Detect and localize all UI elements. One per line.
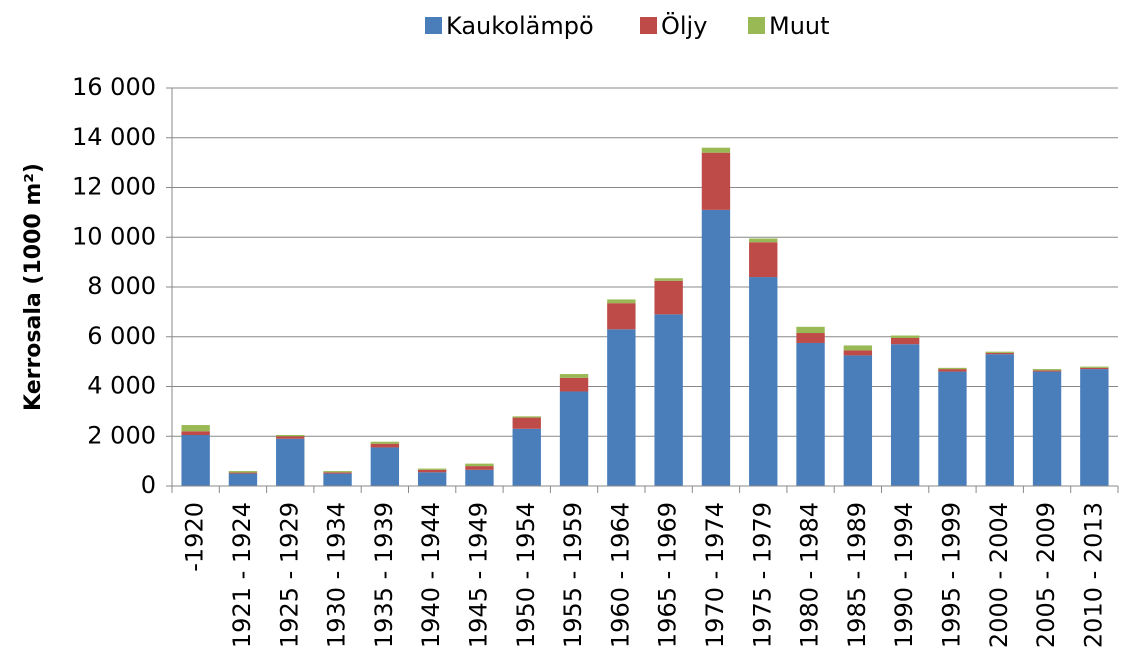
bar-segment bbox=[985, 354, 1014, 486]
x-tick-label: 1960 - 1964 bbox=[606, 502, 634, 648]
bar-segment bbox=[465, 466, 494, 470]
legend-label: Öljy bbox=[661, 11, 707, 40]
x-tick-label: 1985 - 1989 bbox=[843, 502, 871, 648]
bar-segment bbox=[654, 280, 683, 315]
bar-segment bbox=[796, 342, 825, 486]
bar-segment bbox=[607, 299, 636, 304]
x-tick-label: 1975 - 1979 bbox=[748, 502, 776, 648]
bar-segment bbox=[417, 469, 447, 473]
bar-segment bbox=[796, 333, 825, 343]
bar-segment bbox=[843, 355, 873, 486]
x-tick-label: 1955 - 1959 bbox=[559, 502, 587, 648]
bar-segment bbox=[843, 345, 873, 351]
bar-segment bbox=[796, 326, 825, 334]
x-tick-label: 1935 - 1939 bbox=[370, 502, 398, 648]
bar-segment bbox=[323, 473, 352, 486]
bar-segment bbox=[323, 471, 352, 473]
x-tick-label: 2010 - 2013 bbox=[1079, 502, 1107, 648]
bar-segment bbox=[938, 369, 967, 372]
x-tick-label: 2005 - 2009 bbox=[1032, 502, 1060, 648]
x-tick-label: 1980 - 1984 bbox=[796, 502, 824, 648]
bar-segment bbox=[228, 471, 258, 473]
bar-segment bbox=[654, 314, 683, 486]
y-axis-label: Kerrosala (1000 m²) bbox=[21, 163, 46, 411]
bar-segment bbox=[607, 303, 636, 330]
bar-segment bbox=[1032, 369, 1062, 371]
bar-segment bbox=[181, 425, 210, 432]
x-tick-label: 1945 - 1949 bbox=[464, 502, 492, 648]
bar-segment bbox=[701, 209, 731, 486]
bar-segment bbox=[749, 242, 778, 278]
y-tick-label: 4 000 bbox=[87, 372, 156, 400]
bar-segment bbox=[559, 391, 589, 486]
bar-segment bbox=[559, 374, 589, 378]
x-tick-label: 1970 - 1974 bbox=[701, 502, 729, 648]
bar-segment bbox=[417, 468, 447, 470]
bar-segment bbox=[465, 463, 494, 467]
bar-segment bbox=[701, 152, 731, 210]
y-tick-label: 12 000 bbox=[72, 173, 156, 201]
y-tick-label: 2 000 bbox=[87, 421, 156, 449]
x-tick-label: 1925 - 1929 bbox=[275, 502, 303, 648]
bar-segment bbox=[276, 436, 305, 439]
bar-segment bbox=[701, 147, 731, 153]
bar-segment bbox=[181, 431, 210, 436]
x-tick-label: 1995 - 1999 bbox=[937, 502, 965, 648]
bar-segment bbox=[1080, 366, 1109, 368]
bar-segment bbox=[1032, 371, 1062, 486]
bar-segment bbox=[228, 472, 258, 474]
bar-segment bbox=[890, 337, 920, 345]
bar-segment bbox=[559, 377, 589, 392]
y-tick-label: 0 bbox=[141, 471, 156, 499]
bar-segment bbox=[749, 277, 778, 486]
bar-segment bbox=[370, 443, 400, 448]
bar-segment bbox=[465, 469, 494, 486]
bar-segment bbox=[228, 473, 258, 486]
y-tick-label: 16 000 bbox=[72, 73, 156, 101]
legend-swatch bbox=[640, 17, 657, 34]
legend-swatch bbox=[425, 17, 442, 34]
bar-segment bbox=[938, 371, 967, 486]
bar-segment bbox=[843, 350, 873, 356]
bar-segment bbox=[985, 351, 1014, 353]
bar-segment bbox=[181, 435, 210, 486]
x-tick-label: 1965 - 1969 bbox=[654, 502, 682, 648]
bar-segment bbox=[276, 438, 305, 486]
bar-segment bbox=[512, 416, 541, 418]
x-tick-label: 1930 - 1934 bbox=[323, 502, 351, 648]
legend-label: Muut bbox=[769, 12, 830, 40]
bar-segment bbox=[417, 472, 447, 486]
y-tick-label: 14 000 bbox=[72, 123, 156, 151]
bar-segment bbox=[370, 447, 400, 486]
y-tick-label: 6 000 bbox=[87, 322, 156, 350]
x-tick-label: 1921 - 1924 bbox=[228, 502, 256, 648]
legend-swatch bbox=[748, 17, 765, 34]
bar-segment bbox=[512, 428, 541, 486]
bar-segment bbox=[890, 335, 920, 338]
bar-segment bbox=[1080, 369, 1109, 486]
x-tick-label: 1940 - 1944 bbox=[417, 502, 445, 648]
bar-segment bbox=[890, 344, 920, 486]
bar-segment bbox=[276, 435, 305, 437]
bar-segment bbox=[749, 238, 778, 243]
x-tick-label: 1950 - 1954 bbox=[512, 502, 540, 648]
bar-segment bbox=[607, 329, 636, 486]
bar-segment bbox=[654, 278, 683, 281]
x-tick-label: 2000 - 2004 bbox=[985, 502, 1013, 648]
bar-segment bbox=[1080, 367, 1109, 370]
legend-label: Kaukolämpö bbox=[446, 12, 594, 40]
bar-segment bbox=[985, 352, 1014, 355]
x-tick-label: 1990 - 1994 bbox=[890, 502, 918, 648]
bar-segment bbox=[1032, 370, 1062, 372]
bar-segment bbox=[370, 441, 400, 444]
bar-segment bbox=[323, 472, 352, 474]
y-tick-label: 8 000 bbox=[87, 272, 156, 300]
bar-segment bbox=[938, 367, 967, 370]
bar-segment bbox=[512, 417, 541, 429]
x-tick-label: -1920 bbox=[181, 502, 209, 572]
y-tick-label: 10 000 bbox=[72, 222, 156, 250]
